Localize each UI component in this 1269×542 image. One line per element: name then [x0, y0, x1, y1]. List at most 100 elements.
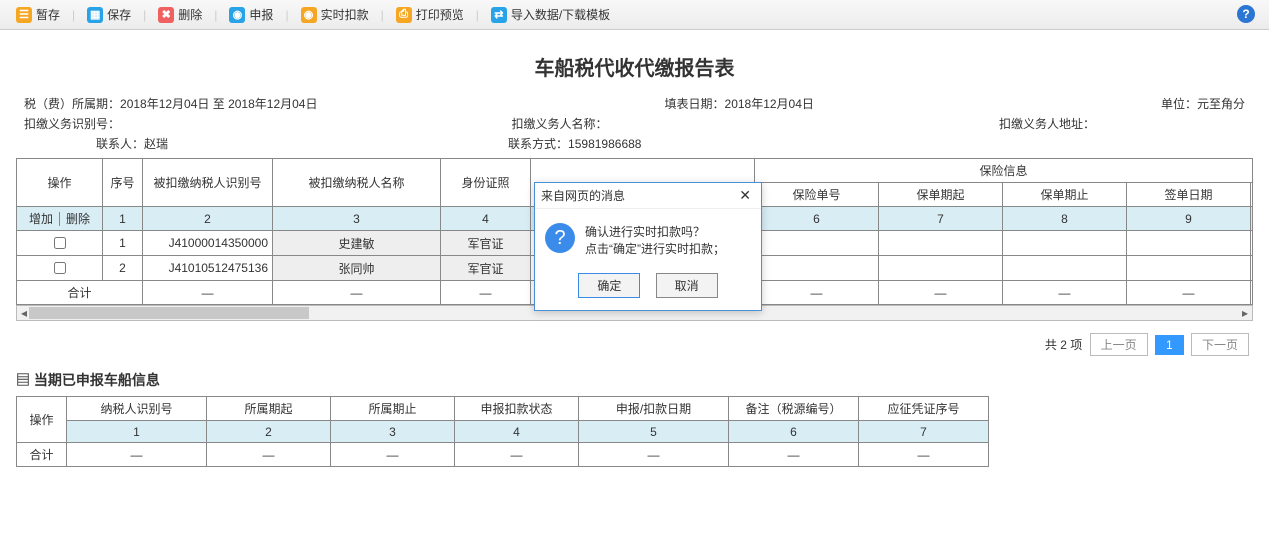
dash: — [729, 443, 859, 467]
num-cell: 7 [879, 207, 1003, 231]
cell[interactable] [755, 256, 879, 281]
num-cell: 9 [1127, 207, 1251, 231]
col-sign-date: 签单日期 [1127, 183, 1251, 207]
page-title: 车船税代收代缴报告表 [16, 52, 1253, 81]
sub-table: 操作 纳税人识别号 所属期起 所属期止 申报扣款状态 申报/扣款日期 备注（税源… [16, 396, 989, 467]
row-checkbox[interactable] [54, 237, 66, 249]
toolbar-save[interactable]: ▦ 保存 [81, 4, 137, 25]
save-icon: ▦ [87, 7, 103, 23]
toolbar-label: 实时扣款 [321, 6, 369, 23]
cell-seq[interactable]: 1 [103, 231, 143, 256]
num-cell: 8 [1003, 207, 1127, 231]
toolbar: ☰ 暂存 | ▦ 保存 | ✖ 删除 | ◉ 申报 | ◉ 实时扣款 | ⎙ 打… [0, 0, 1269, 30]
dash: — [879, 281, 1003, 305]
cell-idcard[interactable]: 军官证 [441, 231, 531, 256]
cell[interactable] [1251, 231, 1253, 256]
dash: — [579, 443, 729, 467]
dash: — [331, 443, 455, 467]
toolbar-label: 打印预览 [416, 6, 464, 23]
question-icon: ? [545, 223, 575, 253]
add-button[interactable]: 增加 [23, 212, 60, 226]
cell[interactable] [755, 231, 879, 256]
col-op: 操作 [17, 159, 103, 207]
toolbar-label: 申报 [249, 6, 273, 23]
num-cell: 3 [273, 207, 441, 231]
toolbar-sep: | [474, 8, 481, 22]
cell-taxname[interactable]: 张同帅 [273, 256, 441, 281]
cell-seq[interactable]: 2 [103, 256, 143, 281]
total-label: 合计 [17, 281, 143, 305]
num-cell: 6 [755, 207, 879, 231]
col-ins-no: 保险单号 [755, 183, 879, 207]
cell[interactable] [879, 256, 1003, 281]
toolbar-realtime-deduct[interactable]: ◉ 实时扣款 [295, 4, 375, 25]
cell[interactable] [1003, 256, 1127, 281]
sub-num: 2 [207, 421, 331, 443]
cell[interactable] [1003, 231, 1127, 256]
dialog-cancel-button[interactable]: 取消 [656, 273, 718, 298]
cell[interactable] [1251, 256, 1253, 281]
cell-taxid[interactable]: J41000014350000 [143, 231, 273, 256]
row-checkbox[interactable] [54, 262, 66, 274]
sub-total-label: 合计 [17, 443, 67, 467]
sub-num: 5 [579, 421, 729, 443]
toolbar-import[interactable]: ⇄ 导入数据/下载模板 [485, 4, 616, 25]
print-icon: ⎙ [396, 7, 412, 23]
cell[interactable] [879, 231, 1003, 256]
scroll-thumb[interactable] [29, 307, 309, 319]
pager-page[interactable]: 1 [1155, 335, 1184, 355]
toolbar-print-preview[interactable]: ⎙ 打印预览 [390, 4, 470, 25]
dialog-titlebar[interactable]: 来自网页的消息 ✕ [535, 183, 761, 209]
dash: — [143, 281, 273, 305]
sub-col: 所属期止 [331, 397, 455, 421]
withhold-name-label: 扣缴义务人名称： [511, 115, 607, 132]
period-label: 税（费）所属期： [24, 95, 120, 112]
help-button[interactable]: ? [1237, 5, 1255, 23]
contact-value: 赵瑞 [144, 137, 168, 151]
toolbar-sep: | [141, 8, 148, 22]
toolbar-sep: | [70, 8, 77, 22]
sub-num: 7 [859, 421, 989, 443]
dash: — [859, 443, 989, 467]
num-cell: 4 [441, 207, 531, 231]
scroll-right-icon[interactable]: ▸ [1238, 306, 1252, 320]
cell[interactable] [1127, 256, 1251, 281]
sub-col: 备注（税源编号） [729, 397, 859, 421]
dash: — [455, 443, 579, 467]
section-declared-title: 当期已申报车船信息 [16, 370, 1253, 390]
dialog-message: 确认进行实时扣款吗？ 点击“确定”进行实时扣款； [585, 223, 725, 257]
cell-taxid[interactable]: J41010512475136 [143, 256, 273, 281]
dialog-ok-button[interactable]: 确定 [578, 273, 640, 298]
contact-label: 联系人： [96, 135, 144, 152]
toolbar-temp-save[interactable]: ☰ 暂存 [10, 4, 66, 25]
toolbar-delete[interactable]: ✖ 删除 [152, 4, 208, 25]
unit-value: 元至角分 [1197, 97, 1245, 111]
col-seq: 序号 [103, 159, 143, 207]
cell-idcard[interactable]: 军官证 [441, 256, 531, 281]
del-button[interactable]: 删除 [60, 212, 96, 226]
cell-taxname[interactable]: 史建敏 [273, 231, 441, 256]
col-plate: 号牌 [1251, 183, 1253, 207]
cell[interactable] [1127, 231, 1251, 256]
withhold-addr-label: 扣缴义务人地址： [999, 115, 1095, 132]
declare-icon: ◉ [229, 7, 245, 23]
phone-label: 联系方式： [508, 135, 568, 152]
pager-prev[interactable]: 上一页 [1090, 333, 1148, 356]
pager-next[interactable]: 下一页 [1191, 333, 1249, 356]
col-taxid: 被扣缴纳税人识别号 [143, 159, 273, 207]
toolbar-label: 保存 [107, 6, 131, 23]
sub-col: 申报扣款状态 [455, 397, 579, 421]
sub-col: 所属期起 [207, 397, 331, 421]
toolbar-declare[interactable]: ◉ 申报 [223, 4, 279, 25]
meta-row-2: 扣缴义务识别号： 扣缴义务人名称： 扣缴义务人地址： [16, 115, 1253, 132]
sub-num: 6 [729, 421, 859, 443]
dialog-close-icon[interactable]: ✕ [735, 187, 755, 204]
dialog-line1: 确认进行实时扣款吗？ [585, 223, 725, 240]
toolbar-label: 暂存 [36, 6, 60, 23]
dash: — [755, 281, 879, 305]
dash: — [207, 443, 331, 467]
dialog-line2: 点击“确定”进行实时扣款； [585, 240, 725, 257]
temp-save-icon: ☰ [16, 7, 32, 23]
num-cell: 10 [1251, 207, 1253, 231]
sub-total-row: 合计 — — — — — — — [17, 443, 989, 467]
